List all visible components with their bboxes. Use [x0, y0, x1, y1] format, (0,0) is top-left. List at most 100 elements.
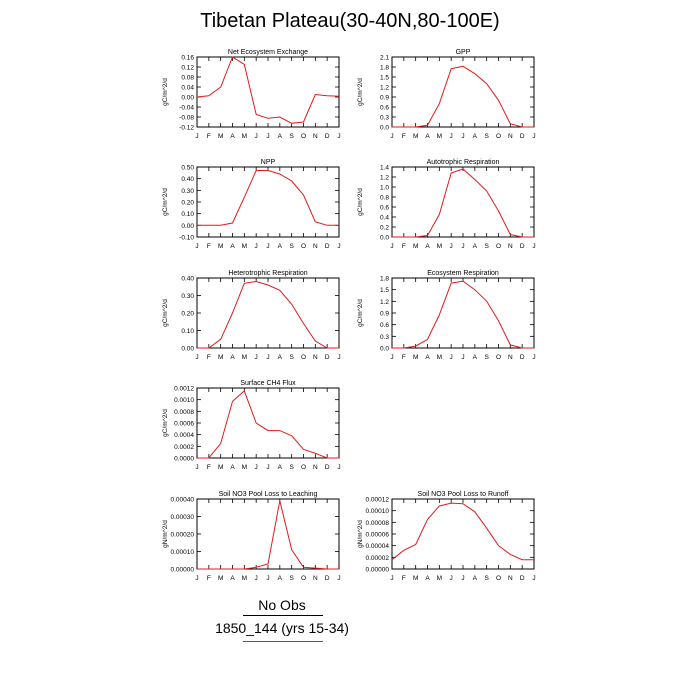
xtick-label-3-1: F: [402, 243, 406, 250]
xtick-label-2-1: F: [207, 243, 211, 250]
ytick-label-5-1: 1.5: [380, 287, 389, 294]
panel-ylabel-4: gC/m^2/d: [162, 299, 169, 327]
xtick-label-1-0: J: [390, 133, 393, 140]
panel-ylabel-7: gN/m^2/d: [162, 520, 169, 548]
ytick-label-7-3: 0.00010: [171, 549, 195, 556]
xtick-label-4-12: J: [337, 354, 340, 361]
xtick-label-7-1: F: [207, 575, 211, 582]
xtick-label-5-12: J: [532, 354, 535, 361]
xtick-label-3-3: A: [425, 243, 430, 250]
xtick-label-5-11: D: [520, 354, 525, 361]
ytick-label-5-3: 0.9: [380, 311, 389, 318]
ytick-label-6-1: 0.0010: [174, 397, 194, 404]
xtick-label-8-10: N: [508, 575, 513, 582]
xtick-label-5-2: M: [413, 354, 418, 361]
xtick-label-4-9: O: [301, 354, 306, 361]
xtick-label-3-5: J: [450, 243, 453, 250]
xtick-label-7-0: J: [195, 575, 198, 582]
xtick-label-7-5: J: [255, 575, 258, 582]
ytick-label-8-6: 0.00000: [366, 567, 390, 574]
panel-ylabel-5: gC/m^2/d: [357, 299, 364, 327]
page-title: Tibetan Plateau(30-40N,80-100E): [200, 10, 500, 32]
xtick-label-5-5: J: [450, 354, 453, 361]
panel-frame-7: [196, 498, 340, 570]
ytick-label-5-2: 1.2: [380, 299, 389, 306]
panel-frame-0: [196, 56, 340, 128]
xtick-label-1-7: A: [473, 133, 478, 140]
ytick-label-3-6: 0.2: [380, 225, 389, 232]
xtick-label-0-0: J: [195, 133, 198, 140]
xtick-label-1-2: M: [413, 133, 418, 140]
xtick-label-8-11: D: [520, 575, 525, 582]
ytick-label-8-5: 0.00002: [366, 555, 390, 562]
xtick-label-8-6: J: [461, 575, 464, 582]
xtick-label-4-1: F: [207, 354, 211, 361]
ytick-label-5-5: 0.3: [380, 334, 389, 341]
series-line-5-0: [392, 280, 534, 349]
xtick-label-1-10: N: [508, 133, 513, 140]
ytick-label-1-5: 0.6: [380, 105, 389, 112]
xtick-label-0-5: J: [255, 133, 258, 140]
ytick-label-8-2: 0.00008: [366, 520, 390, 527]
xtick-label-8-7: A: [473, 575, 478, 582]
xtick-label-3-12: J: [532, 243, 535, 250]
ytick-label-2-0: 0.50: [181, 165, 194, 172]
ytick-label-6-6: 0.0000: [174, 456, 194, 463]
xtick-label-0-4: M: [242, 133, 247, 140]
panel-title-3: Autotrophic Respiration: [427, 159, 500, 166]
xtick-label-8-5: J: [450, 575, 453, 582]
xtick-label-5-6: J: [461, 354, 464, 361]
series-line-2-0: [197, 170, 339, 226]
xtick-label-0-2: M: [218, 133, 223, 140]
ytick-label-2-4: 0.10: [181, 211, 194, 218]
xtick-label-8-12: J: [532, 575, 535, 582]
xtick-label-7-4: M: [242, 575, 247, 582]
xtick-label-7-8: S: [289, 575, 294, 582]
xtick-label-1-11: D: [520, 133, 525, 140]
ytick-label-0-6: -0.08: [179, 115, 194, 122]
ytick-label-6-4: 0.0004: [174, 432, 194, 439]
panel-title-2: NPP: [261, 159, 276, 166]
panel-frame-1: [391, 56, 535, 128]
xtick-label-0-8: S: [289, 133, 294, 140]
ytick-label-5-0: 1.8: [380, 276, 389, 283]
xtick-label-2-8: S: [289, 243, 294, 250]
xtick-label-7-11: D: [325, 575, 330, 582]
ytick-label-3-5: 0.4: [380, 215, 389, 222]
xtick-label-0-12: J: [337, 133, 340, 140]
ytick-label-2-1: 0.40: [181, 176, 194, 183]
xtick-label-6-10: N: [313, 464, 318, 471]
xtick-label-8-8: S: [484, 575, 489, 582]
xtick-label-6-2: M: [218, 464, 223, 471]
xtick-label-6-11: D: [325, 464, 330, 471]
ytick-label-4-1: 0.30: [181, 293, 194, 300]
panel-title-4: Heterotrophic Respiration: [228, 270, 307, 277]
ytick-label-5-6: 0.0: [380, 346, 389, 353]
ytick-label-3-3: 0.8: [380, 195, 389, 202]
xtick-label-2-9: O: [301, 243, 306, 250]
ytick-label-7-4: 0.00000: [171, 567, 195, 574]
ytick-label-8-0: 0.00012: [366, 497, 390, 504]
xtick-label-6-5: J: [255, 464, 258, 471]
xtick-label-3-9: O: [496, 243, 501, 250]
series-line-3-0: [392, 168, 534, 238]
ytick-label-1-2: 1.5: [380, 75, 389, 82]
panel-frame-4: [196, 277, 340, 349]
xtick-label-6-3: A: [230, 464, 235, 471]
ytick-label-0-2: 0.08: [181, 75, 194, 82]
xtick-label-4-8: S: [289, 354, 294, 361]
ytick-label-1-3: 1.2: [380, 85, 389, 92]
xtick-label-6-8: S: [289, 464, 294, 471]
ytick-label-0-3: 0.04: [181, 85, 194, 92]
xtick-label-0-11: D: [325, 133, 330, 140]
ytick-label-0-4: 0.00: [181, 95, 194, 102]
xtick-label-7-12: J: [337, 575, 340, 582]
xtick-label-3-2: M: [413, 243, 418, 250]
xtick-label-7-3: A: [230, 575, 235, 582]
ytick-label-6-5: 0.0002: [174, 444, 194, 451]
ytick-label-0-1: 0.12: [181, 65, 194, 72]
legend-obs-line: [243, 615, 323, 616]
ytick-label-3-4: 0.6: [380, 205, 389, 212]
xtick-label-1-9: O: [496, 133, 501, 140]
